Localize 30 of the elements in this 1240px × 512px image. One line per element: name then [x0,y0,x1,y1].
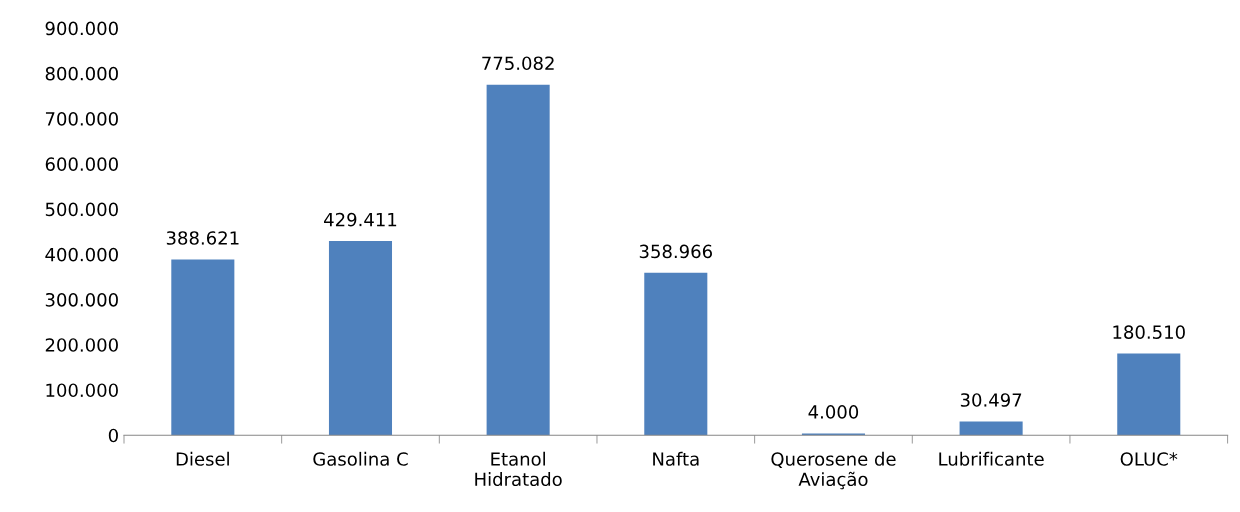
y-tick-label: 800.000 [45,66,118,81]
bar [328,240,393,436]
bar [644,272,708,436]
x-tick-label: Lubrificante [939,451,1044,466]
data-label: 388.621 [166,231,239,245]
bar [486,84,550,436]
data-label: 775.082 [482,56,554,71]
x-tick-label: Diesel [176,451,229,466]
y-tick-label: 400.000 [45,247,118,262]
bar [959,421,1023,436]
y-tick-label: 300.000 [45,292,118,307]
data-label: 429.411 [324,212,397,227]
x-tick-label: Gasolina C [313,451,408,466]
y-tick-label: 700.000 [45,112,118,126]
data-label: 358.966 [639,244,712,259]
y-tick-label: 900.000 [45,21,118,36]
bar [171,259,235,436]
y-tick-label: 600.000 [45,157,118,171]
x-tick-label: OLUC* [1120,452,1178,466]
y-tick-label: 0 [108,428,118,443]
x-tick-label: Etanol Hidratado [475,451,562,487]
data-label: 30.497 [960,393,1022,407]
x-tick-label: Nafta [653,451,699,466]
y-tick-label: 200.000 [45,338,118,352]
data-label: 4.000 [808,405,859,419]
data-label: 180.510 [1113,325,1185,339]
y-tick-label: 500.000 [45,202,118,217]
bar [1117,353,1181,436]
x-tick-label: Querosene de Aviação [771,451,896,490]
y-tick-label: 100.000 [46,383,118,398]
